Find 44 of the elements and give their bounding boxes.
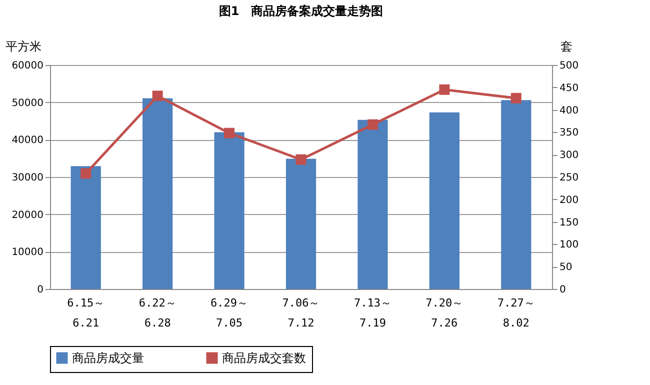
x-tick-label: 7.27～8.02 [497,296,535,330]
point [296,154,306,165]
y-tick-label: 60000 [12,60,44,72]
y-tick-label: 30000 [12,172,44,184]
y-tick-label: 40000 [12,135,44,146]
point [510,92,522,104]
bar [70,166,101,289]
point [80,168,92,179]
x-tick-label: 7.13～7.19 [354,296,392,330]
y-tick-label: 10000 [12,247,44,258]
bar [429,112,460,289]
legend-label: 商品房成交量 [72,351,144,365]
y2-tick-label: 250 [560,172,579,184]
legend-label: 商品房成交套数 [222,351,306,365]
point [367,119,378,130]
y2-tick-label: 450 [560,82,579,94]
y2-tick-label: 350 [560,128,579,139]
y2-tick-label: 200 [560,194,579,206]
x-tick-label: 6.29～7.05 [210,296,248,330]
x-tick-label: 6.22～6.28 [138,296,176,330]
y2-tick-label: 400 [560,105,579,116]
y2-tick-label: 300 [560,150,579,162]
point [439,84,450,95]
y2-axis-title: 套 [560,40,572,54]
point [224,128,235,138]
y-tick-label: 20000 [12,210,44,221]
y2-tick-label: 150 [560,217,579,228]
bar [214,132,244,289]
y2-tick-label: 100 [560,240,579,251]
bar [501,100,532,289]
x-tick-label: 6.15～6.21 [67,296,105,330]
point [152,90,163,102]
y-tick-label: 0 [37,284,44,296]
y2-tick-label: 50 [560,262,572,274]
bar [142,98,173,289]
bar [358,120,388,289]
y-tick-label: 50000 [12,98,44,109]
y-axis-title: 平方米 [6,40,42,54]
bar [286,158,316,289]
x-tick-label: 7.06～7.12 [282,296,320,330]
x-tick-label: 7.20～7.26 [426,296,464,330]
chart-title: 图1 商品房备案成交量走势图 [218,4,384,18]
y2-tick-label: 0 [560,284,566,296]
y2-tick-label: 500 [560,60,579,72]
